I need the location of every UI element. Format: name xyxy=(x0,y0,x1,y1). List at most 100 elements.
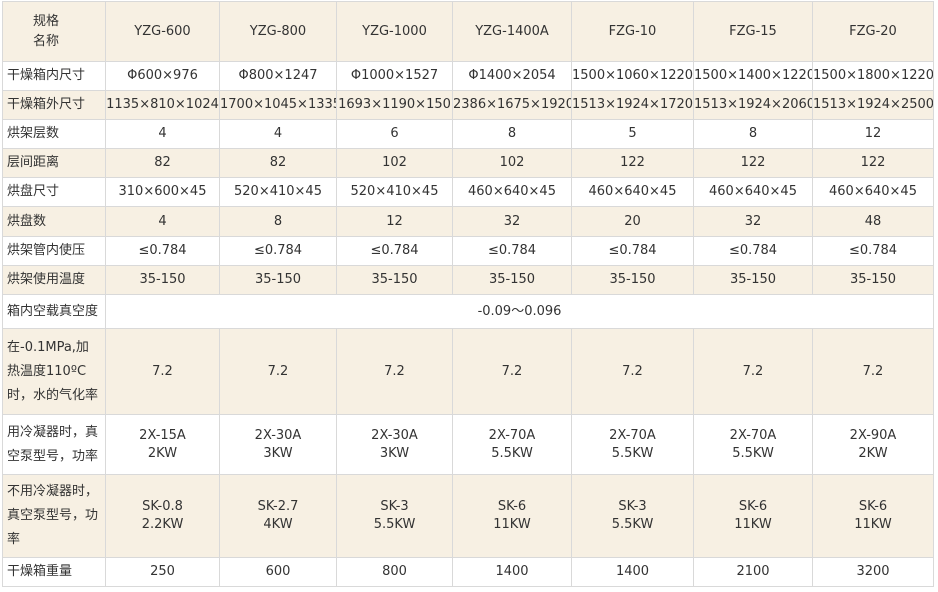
pump-model: 2X-70A xyxy=(609,427,656,443)
cell-value: 35-150 xyxy=(105,265,220,295)
row-label: 烘盘数 xyxy=(2,206,106,237)
cell-value: 310×600×45 xyxy=(105,177,220,207)
cell-value: SK-3 5.5KW xyxy=(571,474,694,558)
without-condenser-row: 不用冷凝器时， 真空泵型号，功率 SK-0.8 2.2KW SK-2.7 4KW SK-3 5… xyxy=(2,474,934,558)
pump-power: 3KW xyxy=(379,445,410,461)
cell-value: 7.2 xyxy=(452,328,572,415)
model-header: FZG-10 xyxy=(571,1,694,62)
row-label: 不用冷凝器时， 真空泵型号，功率 xyxy=(2,474,106,558)
cell-value: 7.2 xyxy=(812,328,934,415)
cell-value: 102 xyxy=(336,148,453,178)
cell-value: 2X-15A 2KW xyxy=(105,414,220,475)
cell-value: 5 xyxy=(571,119,694,149)
cell-value: 35-150 xyxy=(336,265,453,295)
pump-power: 2KW xyxy=(147,445,178,461)
cell-value: SK-0.8 2.2KW xyxy=(105,474,220,558)
cell-value: 7.2 xyxy=(219,328,337,415)
cell-value: 122 xyxy=(571,148,694,178)
model-header: FZG-15 xyxy=(693,1,813,62)
cell-value: 20 xyxy=(571,206,694,237)
row-label: 层间距离 xyxy=(2,148,106,178)
cell-value: 8 xyxy=(219,206,337,237)
pump-power: 2.2KW xyxy=(141,517,184,532)
cell-value: 1513×1924×2060 xyxy=(693,90,813,120)
pump-model: 2X-70A xyxy=(488,427,536,443)
cell-value: 32 xyxy=(452,206,572,237)
cell-value: ≤0.784 xyxy=(219,236,337,266)
cell-value: 1500×1800×1220 xyxy=(812,61,934,91)
pump-model: 2X-70A xyxy=(729,427,777,443)
cell-value: 2386×1675×1920 xyxy=(452,90,572,120)
cell-value: 82 xyxy=(105,148,220,178)
weight-row: 干燥箱重量 250 600 800 1400 1400 2100 3200 xyxy=(2,557,934,587)
model-header: YZG-800 xyxy=(219,1,337,62)
cell-value: 12 xyxy=(336,206,453,237)
cell-value: ≤0.784 xyxy=(452,236,572,266)
cell-value: 2X-70A 5.5KW xyxy=(452,414,572,475)
cell-value: 82 xyxy=(219,148,337,178)
cell-value: 12 xyxy=(812,119,934,149)
pump-model: SK-3 xyxy=(380,499,409,514)
row-label-line: 不用冷凝器时， xyxy=(7,484,99,499)
cell-value: 460×640×45 xyxy=(812,177,934,207)
pump-power: 11KW xyxy=(734,517,772,532)
cell-value: 7.2 xyxy=(336,328,453,415)
with-condenser-row: 用冷凝器时，真 空泵型号，功率 2X-15A 2KW 2X-30A 3KW 2X-30A 3K… xyxy=(2,414,934,475)
cell-value: 1400 xyxy=(452,557,572,587)
pump-power: 5.5KW xyxy=(732,445,774,461)
cell-value: 35-150 xyxy=(452,265,572,295)
cell-value: 2X-90A 2KW xyxy=(812,414,934,475)
model-header: YZG-1400A xyxy=(452,1,572,62)
vacuum-row: 箱内空载真空度 -0.09～0.096 xyxy=(2,294,934,329)
table-row: 烘架使用温度 35-150 35-150 35-150 35-150 35-150 35-1… xyxy=(2,265,934,295)
cell-value: 4 xyxy=(105,206,220,237)
cell-value: 1400 xyxy=(571,557,694,587)
cell-value: ≤0.784 xyxy=(105,236,220,266)
pump-model: 2X-30A xyxy=(254,427,302,443)
cell-value: Φ1000×1527 xyxy=(336,61,453,91)
cell-value: 35-150 xyxy=(812,265,934,295)
pump-model: 2X-90A xyxy=(849,427,897,443)
pump-model: SK-6 xyxy=(858,499,888,514)
row-label: 干燥箱重量 xyxy=(2,557,106,587)
cell-value: 2X-30A 3KW xyxy=(336,414,453,475)
cell-value: SK-2.7 4KW xyxy=(219,474,337,558)
cell-value: 35-150 xyxy=(693,265,813,295)
cell-value: 800 xyxy=(336,557,453,587)
cell-value: 7.2 xyxy=(571,328,694,415)
model-header: YZG-600 xyxy=(105,1,220,62)
cell-value: 7.2 xyxy=(105,328,220,415)
cell-value: 1700×1045×1335 xyxy=(219,90,337,120)
row-label: 烘架层数 xyxy=(2,119,106,149)
cell-value: SK-6 11KW xyxy=(812,474,934,558)
table-row: 干燥箱外尺寸 1135×810×1024 1700×1045×1335 1693×11… xyxy=(2,90,934,120)
cell-value: 1513×1924×1720 xyxy=(571,90,694,120)
cell-value: 35-150 xyxy=(219,265,337,295)
row-label-line: 真空泵型号，功 xyxy=(7,508,99,523)
pump-model: SK-6 xyxy=(738,499,768,514)
row-label: 烘盘尺寸 xyxy=(2,177,106,207)
cell-value: ≤0.784 xyxy=(693,236,813,266)
cell-value: 102 xyxy=(452,148,572,178)
pump-power: 11KW xyxy=(854,517,892,532)
cell-value: 2X-70A 5.5KW xyxy=(693,414,813,475)
row-label: 干燥箱外尺寸 xyxy=(2,90,106,120)
corner-label-name: 名称 xyxy=(33,33,60,49)
cell-value: SK-6 11KW xyxy=(693,474,813,558)
cell-value: 1135×810×1024 xyxy=(105,90,220,120)
row-label: 箱内空载真空度 xyxy=(2,294,106,329)
table-row: 烘盘数 4 8 12 32 20 32 48 xyxy=(2,206,934,237)
table-row: 层间距离 82 82 102 102 122 122 122 xyxy=(2,148,934,178)
cell-value: 520×410×45 xyxy=(336,177,453,207)
row-label-line: 时，水的气化率 xyxy=(7,387,99,403)
cell-value: 35-150 xyxy=(571,265,694,295)
table-row: 烘盘尺寸 310×600×45 520×410×45 520×410×45 460×64… xyxy=(2,177,934,207)
cell-value: 1500×1060×1220 xyxy=(571,61,694,91)
cell-value: 460×640×45 xyxy=(571,177,694,207)
table-row: 烘架层数 4 4 6 8 5 8 12 xyxy=(2,119,934,149)
row-label-line: 率 xyxy=(7,532,21,547)
row-label: 烘架使用温度 xyxy=(2,265,106,295)
row-label: 在-0.1MPa,加 热温度110ºC 时，水的气化率 xyxy=(2,328,106,415)
